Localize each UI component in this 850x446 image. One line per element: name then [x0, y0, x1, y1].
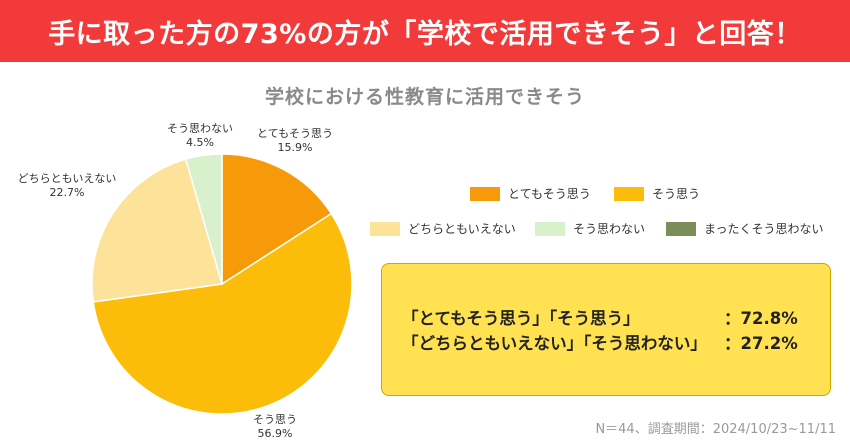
legend-label-very-agree: とてもそう思う [508, 187, 591, 201]
slice-label-agree-name: そう思う [253, 413, 297, 426]
summary-agree-value: ：72.8% [724, 309, 798, 328]
legend-label-neutral: どちらともいえない [408, 222, 516, 236]
survey-footnote: N＝44、調査期間：2024/10/23~11/11 [595, 422, 836, 437]
headline-banner: 手に取った方の73%の方が「学校で活用できそう」と回答！ [0, 0, 850, 62]
slice-label-very-agree-name: とてもそう思う [257, 127, 333, 140]
summary-disagree-label: 「どちらともいえない」「そう思わない」 [402, 334, 707, 353]
slice-label-very-agree: とてもそう思う 15.9% [250, 127, 340, 155]
slice-label-agree: そう思う 56.9% [235, 413, 315, 441]
pie-slice-disagree [184, 153, 223, 285]
summary-agree-label: 「とてもそう思う」「そう思う」 [402, 309, 640, 328]
slice-label-neutral: どちらともいえない 22.7% [2, 172, 132, 200]
slice-label-disagree: そう思わない 4.5% [155, 122, 245, 150]
legend-item-neutral: どちらともいえない [370, 220, 516, 237]
pie-slice-agree [92, 212, 353, 415]
legend-label-disagree: そう思わない [573, 222, 646, 236]
legend-swatch-very-agree [470, 186, 500, 201]
slice-label-disagree-name: そう思わない [167, 122, 233, 135]
legend-item-disagree: そう思わない [535, 220, 645, 237]
slice-label-neutral-name: どちらともいえない [17, 172, 117, 185]
headline-text: 手に取った方の73%の方が「学校で活用できそう」と回答！ [48, 18, 802, 50]
summary-box: 「とてもそう思う」「そう思う」 ：72.8% 「どちらともいえない」「そう思わな… [381, 263, 831, 396]
legend-item-very-agree: とてもそう思う [470, 185, 591, 202]
slice-label-agree-value: 56.9% [257, 427, 293, 440]
slice-label-disagree-value: 4.5% [186, 136, 214, 149]
slice-label-very-agree-value: 15.9% [277, 141, 313, 154]
legend-swatch-strongly-disagree [666, 221, 696, 236]
chart-title: 学校における性教育に活用できそう [264, 86, 585, 108]
legend-label-agree: そう思う [652, 187, 701, 201]
legend-swatch-neutral [370, 221, 400, 236]
slice-label-neutral-value: 22.7% [49, 186, 85, 199]
legend-item-agree: そう思う [614, 185, 700, 202]
legend-swatch-disagree [535, 221, 565, 236]
pie-slice-very-agree [221, 153, 333, 286]
legend-item-strongly-disagree: まったくそう思わない [666, 220, 824, 237]
summary-disagree-value: ：27.2% [724, 334, 798, 353]
legend-swatch-agree [614, 186, 644, 201]
legend-label-strongly-disagree: まったくそう思わない [704, 222, 824, 236]
pie-slice-neutral [91, 158, 223, 303]
